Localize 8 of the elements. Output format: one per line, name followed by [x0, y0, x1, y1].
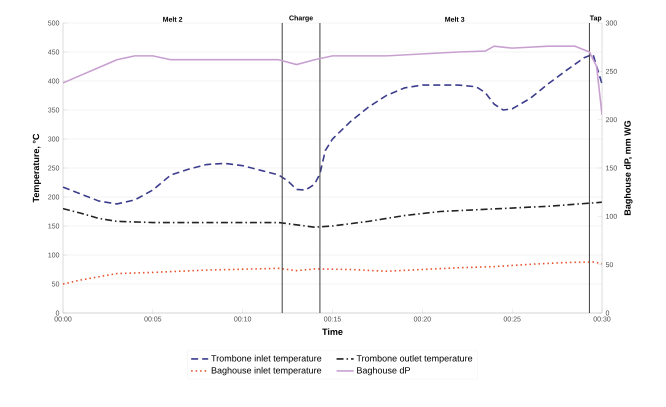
- legend-label: Baghouse inlet temperature: [212, 366, 322, 376]
- legend-label: Trombone outlet temperature: [356, 354, 472, 364]
- legend-label: Baghouse dP: [357, 366, 410, 376]
- y2-axis-title: Baghouse dP, mm WG: [624, 120, 633, 216]
- line-series: [62, 261, 603, 285]
- x-axis-title: Time: [322, 328, 343, 335]
- legend-label: Trombone inlet temperature: [211, 354, 322, 364]
- y-axis-title: Temperature, °C: [32, 134, 41, 202]
